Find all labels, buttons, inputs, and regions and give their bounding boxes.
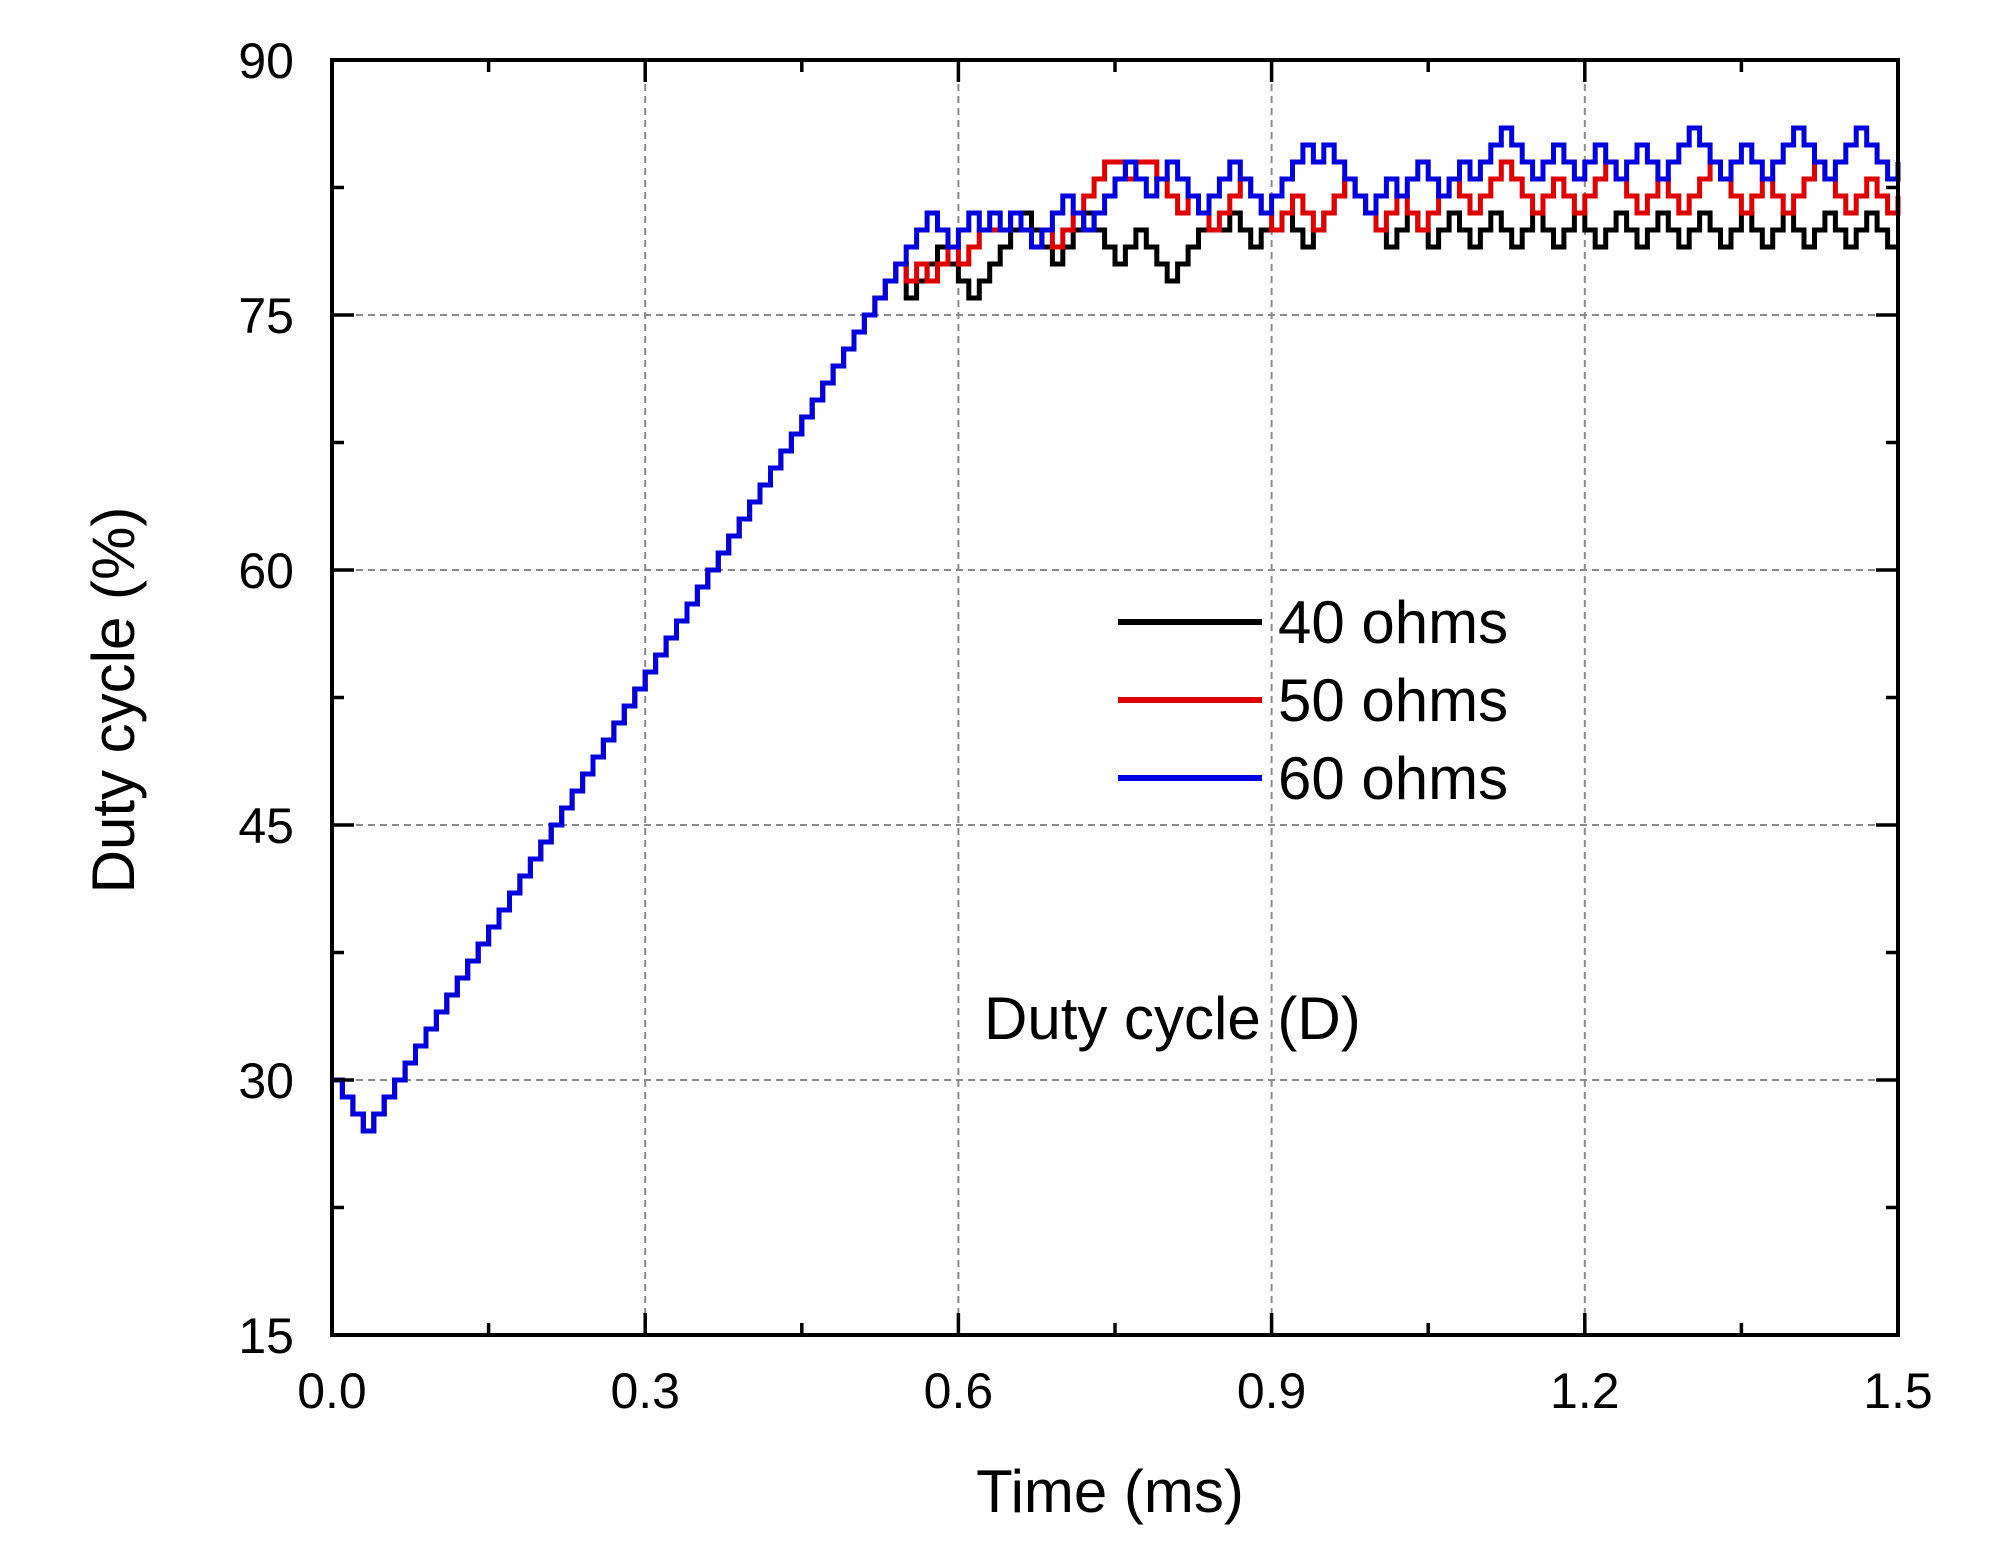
x-tick-label: 1.2 [1550,1363,1620,1419]
x-tick-label: 0.3 [610,1363,680,1419]
grid [332,60,1898,1335]
x-tick-label: 0.9 [1237,1363,1307,1419]
x-tick-label: 1.5 [1863,1363,1933,1419]
tick-labels: 0.0 0.3 0.6 0.9 1.2 1.5 15 30 45 60 75 90 [238,33,1932,1419]
legend-label-50-ohms: 50 ohms [1278,667,1508,734]
y-tick-label: 45 [238,798,294,854]
legend-label-40-ohms: 40 ohms [1278,589,1508,656]
y-tick-label: 60 [238,543,294,599]
series-line-60-ohms [332,125,1901,1134]
legend-label-60-ohms: 60 ohms [1278,745,1508,812]
x-tick-label: 0.6 [924,1363,994,1419]
y-tick-label: 15 [238,1308,294,1364]
x-axis-label: Time (ms) [976,1458,1244,1525]
x-tick-label: 0.0 [297,1363,367,1419]
y-axis-label: Duty cycle (%) [80,507,147,894]
y-tick-label: 75 [238,288,294,344]
y-tick-label: 90 [238,33,294,89]
series-group [332,125,1901,1134]
legend: 40 ohms 50 ohms 60 ohms [1118,589,1508,812]
axis-ticks [330,58,1900,1337]
duty-cycle-annotation: Duty cycle (D) [984,985,1361,1052]
y-tick-label: 30 [238,1053,294,1109]
